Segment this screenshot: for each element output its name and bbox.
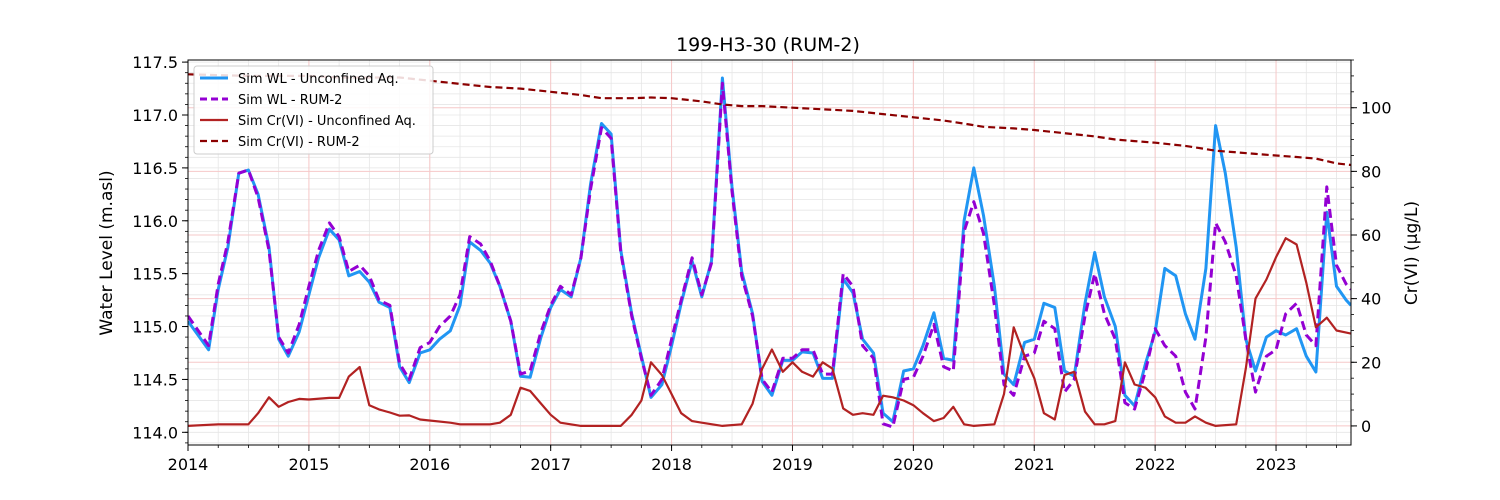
grid <box>187 60 1351 445</box>
series-line-2 <box>188 81 1351 429</box>
y-left-tick-label: 117.5 <box>132 53 178 72</box>
y-right-tick-label: 40 <box>1361 290 1381 309</box>
series-layer <box>188 73 1351 429</box>
x-tick-label: 2018 <box>651 455 692 474</box>
legend-label: Sim WL - RUM-2 <box>238 93 342 108</box>
y-axis-right-label: Cr(VI) (µg/L) <box>1402 201 1422 305</box>
chart-title: 199-H3-30 (RUM-2) <box>676 34 860 56</box>
x-tick-label: 2015 <box>289 455 330 474</box>
x-tick-label: 2019 <box>772 455 813 474</box>
legend-box <box>193 65 434 155</box>
series-line-4 <box>188 73 1351 167</box>
series-line-3 <box>188 237 1351 427</box>
x-tick-label: 2020 <box>893 455 934 474</box>
y-axis-left: 114.0 114.5 115.0 115.5 116.0 116.5 117.0 117.5 <box>132 53 188 444</box>
y-axis-right: 0 20 40 60 80 100 <box>1351 59 1392 436</box>
y-left-tick-label: 116.5 <box>132 159 178 178</box>
x-tick-label: 2014 <box>168 455 209 474</box>
x-tick-label: 2021 <box>1014 455 1055 474</box>
legend: Sim WL - Unconfined Aq. Sim WL - RUM-2 Sim… <box>193 65 434 155</box>
x-tick-label: 2022 <box>1135 455 1176 474</box>
legend-label: Sim Cr(VI) - RUM-2 <box>238 135 360 150</box>
y-left-tick-label: 116.0 <box>132 212 178 231</box>
x-tick-label: 2016 <box>409 455 450 474</box>
y-left-tick-label: 114.5 <box>132 370 178 389</box>
y-right-tick-label: 0 <box>1361 417 1371 436</box>
y-left-tick-label: 115.5 <box>132 265 178 284</box>
x-axis: 2014 2015 2016 2017 2018 2019 2020 2021 2022 2023 <box>168 445 1337 474</box>
legend-label: Sim Cr(VI) - Unconfined Aq. <box>238 114 416 129</box>
y-left-tick-label: 117.0 <box>132 106 178 125</box>
y-axis-left-label: Water Level (m.asl) <box>97 170 117 335</box>
x-tick-label: 2017 <box>530 455 571 474</box>
y-right-tick-label: 20 <box>1361 353 1381 372</box>
x-tick-label: 2023 <box>1256 455 1297 474</box>
y-right-tick-label: 60 <box>1361 226 1381 245</box>
y-left-tick-label: 114.0 <box>132 423 178 442</box>
y-left-tick-label: 115.0 <box>132 318 178 337</box>
legend-label: Sim WL - Unconfined Aq. <box>238 72 399 87</box>
y-right-tick-label: 100 <box>1361 99 1392 118</box>
y-right-tick-label: 80 <box>1361 162 1381 181</box>
